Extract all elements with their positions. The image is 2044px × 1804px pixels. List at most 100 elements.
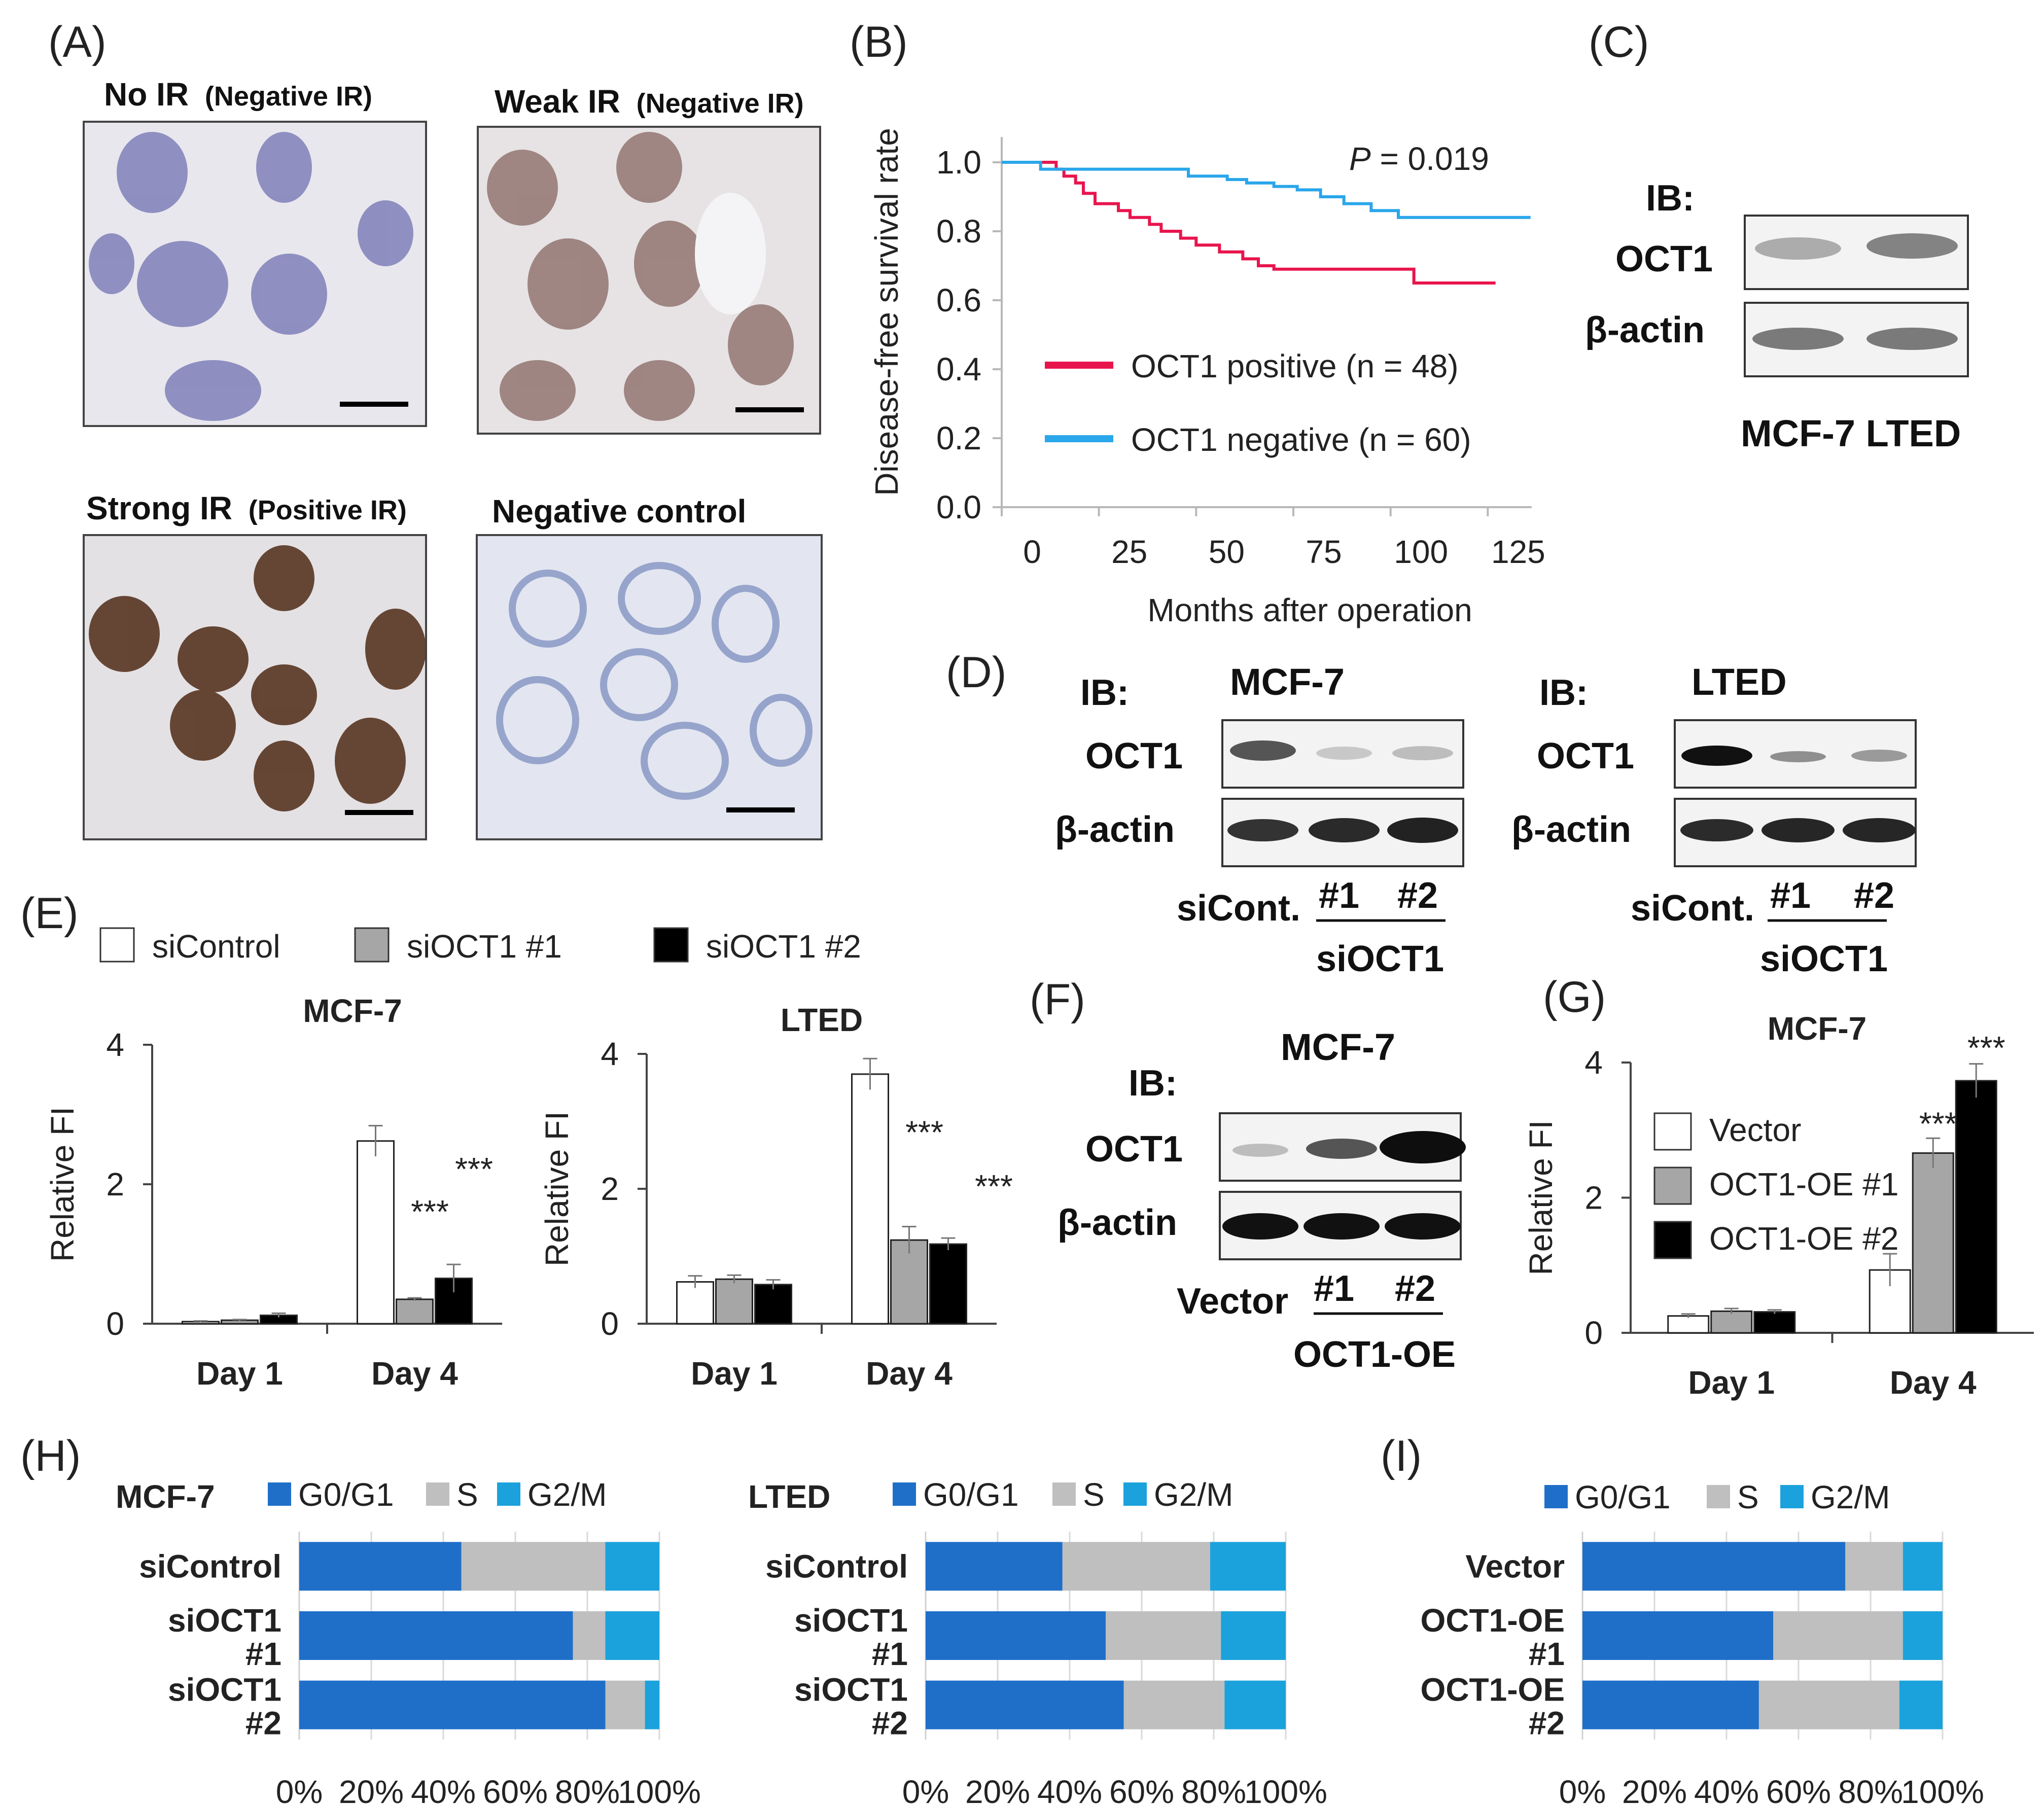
legend-swatch <box>1653 1112 1692 1151</box>
sirna-2-label: #2 <box>1854 875 1894 916</box>
stacked-segment <box>1106 1611 1221 1660</box>
stacked-segment <box>605 1680 645 1729</box>
legend-e: siControl siOCT1 #1 siOCT1 #2 <box>99 927 861 965</box>
bar <box>1912 1152 1954 1334</box>
blot-c: IB: OCT1 β-actin MCF-7 LTED <box>1585 178 1969 454</box>
scale-bar <box>735 407 804 412</box>
chart-e-mcf7: 0 2 4 MCF-7 Relative FI Day 1 Day 4 ****** <box>44 993 502 1392</box>
stacked-segment <box>461 1542 606 1591</box>
x-tick-label: 80% <box>555 1774 620 1804</box>
band <box>1222 1213 1298 1240</box>
bar <box>890 1239 928 1325</box>
actin-label: β-actin <box>1585 310 1705 350</box>
legend-swatch <box>268 1482 291 1506</box>
legend-label: G0/G1 <box>1575 1479 1671 1515</box>
tile-title: Strong IR <box>86 490 232 526</box>
blot-title: LTED <box>1691 661 1787 703</box>
x-tick-label: Day 1 <box>1688 1364 1775 1401</box>
legend-swatch <box>1707 1485 1730 1508</box>
band <box>1755 237 1841 260</box>
x-tick-label: Day 4 <box>1890 1364 1977 1401</box>
ihc-tile-negative-control: Negative control <box>476 493 823 840</box>
chart-g: 0 2 4 MCF-7 Relative FI Day 1 Day 4 *** *** Vecto… <box>1523 1010 2034 1401</box>
band <box>1387 818 1458 843</box>
y-tick-label: 1.0 <box>936 144 981 181</box>
band <box>1232 1144 1288 1157</box>
category-label: #1 <box>245 1636 281 1672</box>
stacked-segment <box>1123 1680 1225 1729</box>
x-tick-label: 0% <box>276 1774 323 1804</box>
panel-label-f: (F) <box>1030 975 1085 1024</box>
y-tick-label: 0.2 <box>936 420 981 456</box>
category-label: siOCT1 <box>168 1602 281 1639</box>
x-tick-label: 50 <box>1209 534 1245 570</box>
x-tick-label: 25 <box>1111 534 1147 570</box>
stacked-segment <box>1902 1611 1943 1660</box>
tile-title: Weak IR <box>495 83 620 120</box>
panel-label-a: (A) <box>48 18 107 66</box>
stacked-segment <box>299 1680 606 1729</box>
band <box>1380 1131 1466 1163</box>
tile-title: No IR <box>104 76 189 113</box>
stacked-segment <box>926 1611 1106 1660</box>
legend-swatch <box>1123 1482 1147 1506</box>
stacked-segment <box>1221 1611 1286 1660</box>
stacked-segment <box>1224 1680 1286 1729</box>
y-axis-title: Disease-free survival rate <box>868 128 905 496</box>
legend-label: S <box>1737 1479 1759 1515</box>
blot-f: IB: MCF-7 OCT1 β-actin Vector #1 #2 OCT1… <box>1058 1026 1466 1375</box>
legend-swatch <box>1052 1482 1076 1506</box>
sirna-2-label: #2 <box>1397 875 1438 916</box>
y-tick-label: 0.4 <box>936 351 981 387</box>
sirna-1-label: #1 <box>1319 875 1359 916</box>
stacked-segment <box>1582 1542 1846 1591</box>
oe-1-label: #1 <box>1314 1268 1354 1309</box>
scale-bar <box>340 402 408 407</box>
oct1-label: OCT1 <box>1085 1129 1183 1170</box>
legend-label: siOCT1 #2 <box>706 928 861 965</box>
category-label: #2 <box>1529 1705 1565 1742</box>
stacked-segment <box>1902 1542 1943 1591</box>
y-axis-title: Relative FI <box>1523 1120 1559 1276</box>
oe-2-label: #2 <box>1395 1268 1435 1309</box>
bar <box>1710 1310 1753 1334</box>
x-tick-label: 0% <box>1559 1774 1606 1804</box>
x-tick-label: 80% <box>1181 1774 1246 1804</box>
category-label: #1 <box>872 1636 908 1672</box>
y-tick-label: 0.6 <box>936 282 981 319</box>
bar <box>929 1243 967 1325</box>
stacked-segment <box>1899 1680 1943 1729</box>
y-tick-label: 0 <box>601 1305 619 1342</box>
legend-swatch <box>426 1482 449 1506</box>
tile-sub: (Negative IR) <box>205 81 372 112</box>
chart-e-lted: 0 2 4 LTED Relative FI Day 1 Day 4 *** *** <box>539 1002 1013 1392</box>
band <box>1306 1139 1377 1159</box>
y-tick-label: 2 <box>1584 1180 1603 1216</box>
actin-label: β-actin <box>1511 809 1631 850</box>
ib-label: IB: <box>1080 673 1129 713</box>
svg-text:No IR (Negative IR): No IR (Negative IR) <box>104 76 372 113</box>
legend-label: G0/G1 <box>923 1476 1019 1513</box>
band <box>1316 747 1372 760</box>
group-label: OCT1-OE <box>1293 1334 1456 1375</box>
y-tick-label: 0.8 <box>936 213 981 250</box>
legend-label: OCT1-OE #2 <box>1709 1220 1898 1257</box>
x-tick-label: 40% <box>1037 1774 1102 1804</box>
category-label: #1 <box>1529 1636 1565 1672</box>
category-label: #2 <box>245 1705 281 1742</box>
significance-marker: *** <box>905 1114 943 1151</box>
chart-title: MCF-7 <box>1768 1010 1867 1047</box>
y-tick-label: 0 <box>1584 1315 1603 1351</box>
x-tick-label: 60% <box>1109 1774 1174 1804</box>
legend-label: OCT1 negative (n = 60) <box>1131 421 1471 458</box>
stacked-segment <box>299 1611 573 1660</box>
y-tick-label: 2 <box>601 1171 619 1207</box>
band <box>1851 750 1907 762</box>
legend-label: G2/M <box>527 1476 607 1513</box>
band <box>1680 819 1753 841</box>
stacked-segment <box>1210 1542 1286 1591</box>
y-tick-label: 4 <box>1584 1044 1603 1081</box>
stacked-segment <box>1845 1542 1903 1591</box>
legend-label: OCT1-OE #1 <box>1709 1166 1898 1202</box>
sicont-label: siCont. <box>1631 888 1754 929</box>
